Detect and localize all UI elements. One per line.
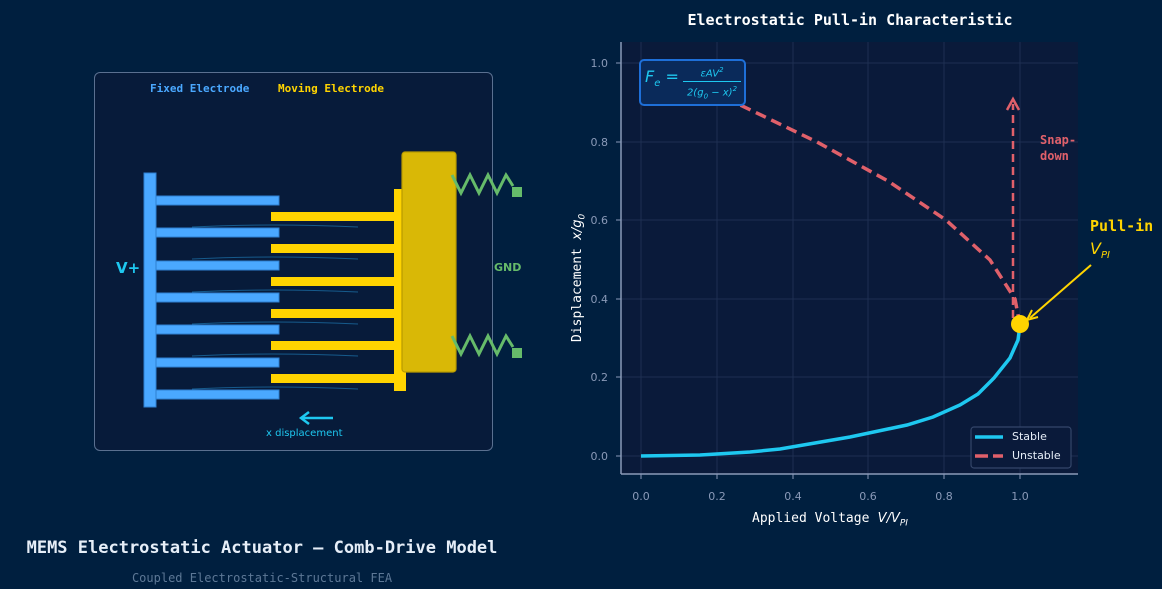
pull-in-arrow-icon (1029, 264, 1092, 319)
moving-fingers (271, 212, 395, 383)
moving-electrode-label: Moving Electrode (278, 82, 384, 95)
x-axis-label: Applied Voltage V/VPI (752, 511, 908, 529)
snap-label-2: down (1040, 149, 1069, 163)
ticks (616, 62, 1021, 479)
formula-lhs: Fe = (645, 67, 679, 90)
pull-in-point (1011, 315, 1029, 333)
y-axis-label: Displacement x/g0 (570, 213, 588, 342)
legend-unstable-label: Unstable (1012, 449, 1061, 462)
pull-in-voltage-label: VPI (1090, 239, 1110, 262)
svg-text:0.2: 0.2 (708, 490, 726, 503)
chart-title: Electrostatic Pull-in Characteristic (687, 11, 1013, 29)
plot-area (621, 42, 1078, 474)
svg-text:0.8: 0.8 (591, 136, 609, 149)
svg-text:1.0: 1.0 (1011, 490, 1029, 503)
svg-text:0.4: 0.4 (591, 293, 609, 306)
formula-box (639, 59, 746, 106)
field-lines (191, 224, 359, 390)
svg-text:0.2: 0.2 (591, 371, 609, 384)
pull-in-label: Pull-in (1090, 217, 1154, 235)
legend-stable-label: Stable (1012, 430, 1047, 443)
formula-fraction: εAV2 2(g0 − x)2 (683, 63, 741, 104)
anchor-top (512, 187, 522, 197)
fixed-electrode-spine (143, 172, 157, 408)
figure-subtitle: Coupled Electrostatic-Structural FEA (131, 571, 393, 585)
spring-bottom-icon (450, 332, 515, 358)
svg-text:0.0: 0.0 (632, 490, 650, 503)
fixed-fingers (155, 195, 280, 400)
svg-text:0.6: 0.6 (591, 214, 609, 227)
figure-title: MEMS Electrostatic Actuator — Comb-Drive… (26, 538, 498, 558)
svg-text:0.8: 0.8 (935, 490, 953, 503)
axes (620, 42, 1078, 475)
y-tick-labels: 0.0 0.2 0.4 0.6 0.8 1.0 (591, 57, 609, 463)
snap-label-1: Snap- (1040, 133, 1077, 147)
svg-text:1.0: 1.0 (591, 57, 609, 70)
svg-text:0.0: 0.0 (591, 450, 609, 463)
fixed-electrode-label: Fixed Electrode (150, 82, 250, 95)
stable-curve (640, 324, 1022, 458)
spring-top-icon (450, 171, 515, 197)
x-tick-labels: 0.0 0.2 0.4 0.6 0.8 1.0 (632, 490, 1029, 503)
ground-label: GND (494, 261, 522, 274)
shuttle-mass (401, 151, 457, 373)
svg-text:0.4: 0.4 (784, 490, 802, 503)
unstable-curve (715, 92, 1022, 326)
comb-drive-diagram (143, 151, 522, 425)
svg-text:0.6: 0.6 (859, 490, 877, 503)
voltage-label: V+ (116, 259, 141, 277)
anchor-bottom (512, 348, 522, 358)
displacement-label: x displacement (266, 428, 343, 439)
